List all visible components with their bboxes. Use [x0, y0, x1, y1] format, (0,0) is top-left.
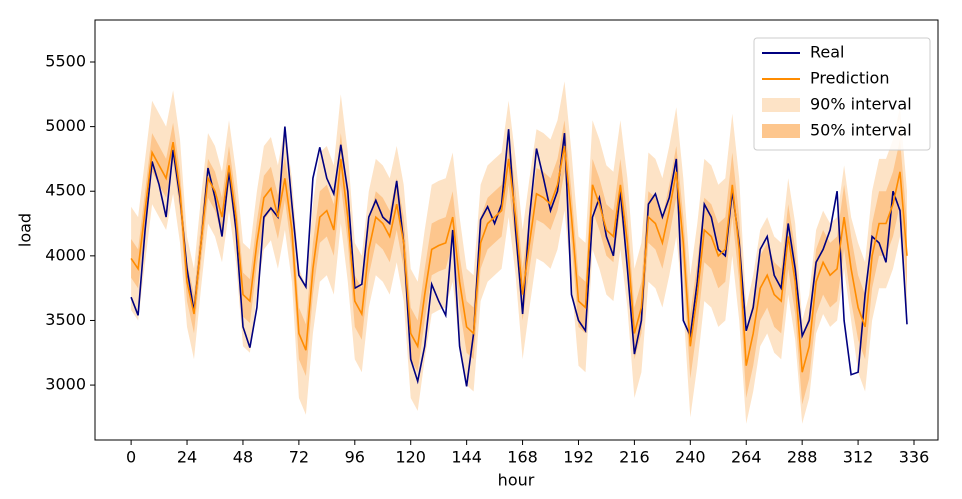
legend-label: Real	[810, 43, 845, 62]
legend-label: 50% interval	[810, 121, 912, 140]
legend-box	[753, 37, 931, 151]
y-tick-label: 3000	[45, 375, 86, 394]
x-tick-label: 120	[395, 448, 426, 467]
x-tick-label: 168	[507, 448, 538, 467]
y-tick-label: 3500	[45, 310, 86, 329]
x-tick-label: 240	[675, 448, 706, 467]
x-axis-label: hour	[498, 471, 535, 490]
x-tick-label: 96	[345, 448, 365, 467]
series-line	[130, 126, 908, 387]
series-line	[130, 141, 908, 373]
plot-frame	[94, 19, 939, 441]
x-tick-label: 72	[289, 448, 309, 467]
x-tick-label: 336	[899, 448, 930, 467]
legend-swatch	[762, 124, 800, 138]
y-tick-label: 4000	[45, 245, 86, 264]
x-tick-label: 192	[563, 448, 594, 467]
x-tick-label: 288	[787, 448, 818, 467]
x-tick-label: 216	[619, 448, 650, 467]
y-tick-label: 4500	[45, 181, 86, 200]
x-tick-label: 24	[177, 448, 197, 467]
x-tick-label: 48	[233, 448, 253, 467]
y-tick-label: 5000	[45, 116, 86, 135]
legend-label: 90% interval	[810, 95, 912, 114]
x-tick-label: 144	[451, 448, 482, 467]
x-tick-label: 312	[843, 448, 874, 467]
x-tick-label: 0	[126, 448, 136, 467]
y-tick-label: 5500	[45, 52, 86, 71]
x-tick-label: 264	[731, 448, 762, 467]
y-axis-label: load	[16, 213, 35, 247]
legend-swatch	[762, 98, 800, 112]
legend-label: Prediction	[810, 69, 889, 88]
